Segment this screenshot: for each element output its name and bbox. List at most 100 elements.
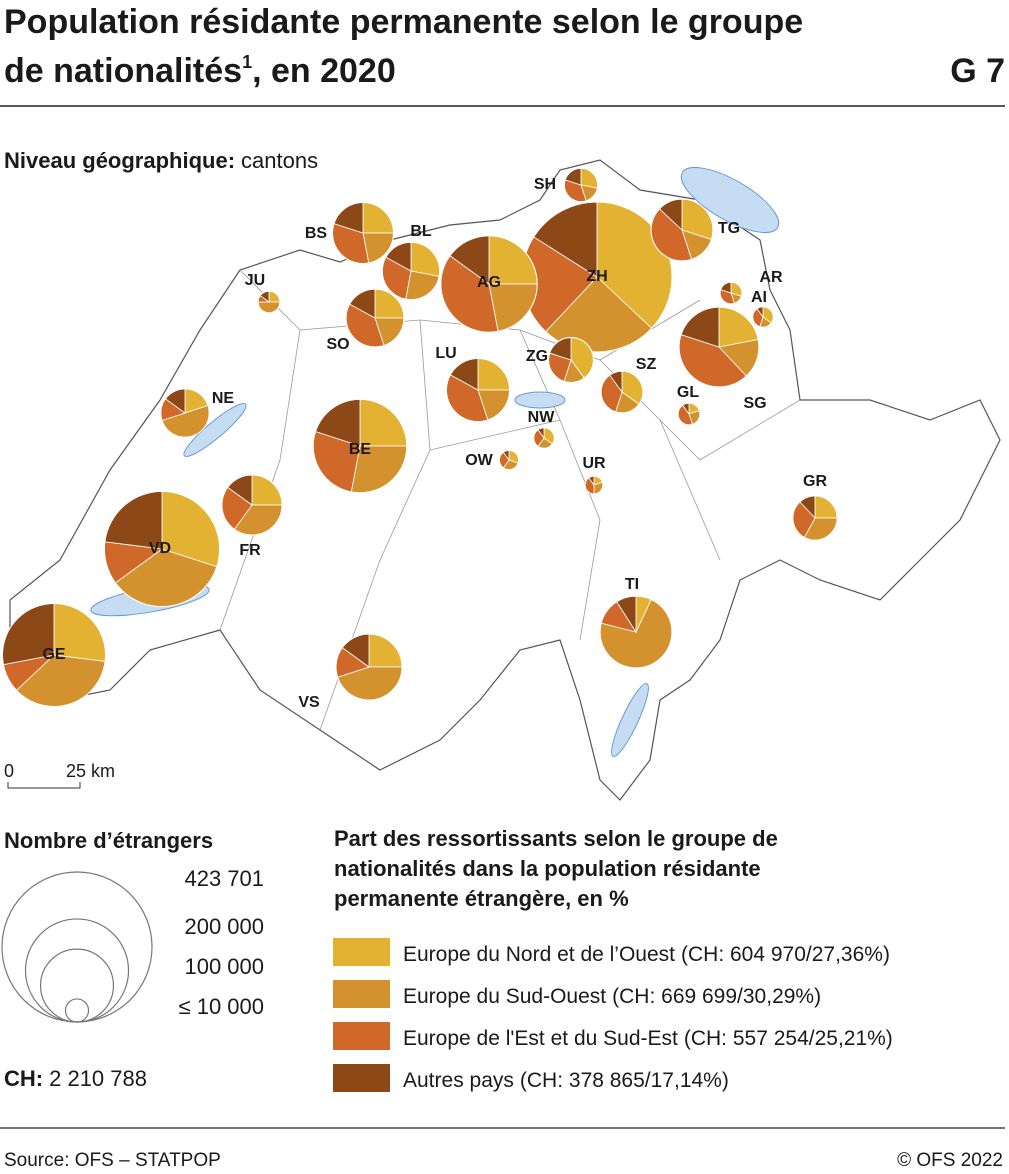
canton-label: VD (149, 540, 171, 557)
pie-size (498, 449, 520, 471)
size-circle (24, 918, 130, 1023)
pies: ZH GE VD BE AG SG BS BL LU TI TG SO VS FR NE ZG SZ GR SH JU… (1, 167, 838, 711)
scale-end: 25 km (66, 761, 115, 781)
size-circle (64, 998, 90, 1023)
size-label: ≤ 10 000 (179, 994, 264, 1019)
pie-size (335, 633, 403, 701)
canton-label: SO (326, 336, 349, 353)
legend-total: (CH: 378 865/17,14%) (520, 1069, 729, 1092)
canton-label: TI (625, 576, 639, 593)
canton-pie: ZH (521, 201, 673, 353)
canton-pie: VD (103, 490, 221, 608)
canton-pie: GE (1, 602, 107, 708)
copyright: © OFS 2022 (897, 1150, 1003, 1171)
share-legend-title: nationalités dans la population résidant… (334, 856, 761, 881)
share-legend-title: permanente étrangère, en % (334, 886, 629, 911)
legend-total: (CH: 557 254/25,21%) (684, 1027, 893, 1050)
canton-pie: JU (245, 272, 281, 314)
canton-label: GR (803, 473, 827, 490)
canton-label: OW (465, 452, 493, 469)
title-text: de nationalités (4, 52, 242, 90)
pie-size (548, 337, 594, 383)
legend-entry: Europe de l'Est et du Sud-Est (CH: 557 25… (403, 1027, 893, 1050)
legend-swatch (333, 1064, 390, 1092)
canton-pie: AG (440, 235, 538, 333)
canton-pie: VS (298, 633, 403, 711)
canton-pie: UR (582, 455, 606, 495)
canton-label: SG (743, 395, 766, 412)
pie-size (678, 306, 760, 388)
canton-pie: SH (534, 167, 599, 203)
level-value: cantons (241, 148, 318, 173)
pie-size (600, 370, 644, 414)
size-legend: 423 701 200 000 100 000 ≤ 10 000 (1, 866, 264, 1023)
canton-label: SH (534, 176, 556, 193)
canton-pie: AI (751, 289, 774, 328)
canton-pie: TI (599, 576, 673, 669)
canton-pie: SZ (600, 356, 656, 414)
legend-entry: Europe du Sud-Ouest (CH: 669 699/30,29%) (403, 985, 821, 1008)
size-label: 100 000 (184, 954, 264, 979)
size-label: 423 701 (184, 866, 264, 891)
canton-pie: ZG (526, 337, 594, 383)
canton-label: BE (349, 441, 372, 458)
share-legend-title: Part des ressortissants selon le groupe … (334, 826, 778, 851)
size-legend-title: Nombre d’étrangers (4, 828, 213, 853)
pie-size (160, 388, 210, 438)
share-legend: Part des ressortissants selon le groupe … (333, 826, 893, 1092)
legend-name: Europe de l'Est et du Sud-Est (403, 1027, 678, 1050)
canton-label: NW (528, 409, 556, 426)
canton-pie: BL (381, 223, 441, 301)
pie-size (650, 198, 714, 262)
canton-label: GL (677, 384, 699, 401)
figure-code: G 7 (950, 52, 1005, 90)
pie-size (719, 281, 743, 305)
source: Source: OFS – STATPOP (4, 1150, 221, 1171)
canton-label: TG (718, 220, 740, 237)
canton-label: ZH (586, 268, 607, 285)
canton-label: AG (477, 274, 501, 291)
pie-size (445, 357, 511, 423)
canton-label: UR (582, 455, 606, 472)
canton-label: NE (212, 390, 235, 407)
canton-pie: SO (326, 288, 405, 353)
legend-entry: Autres pays (CH: 378 865/17,14%) (403, 1069, 729, 1092)
canton-label: AR (759, 269, 783, 286)
canton-label: BL (410, 223, 432, 240)
canton-pie: OW (465, 449, 520, 471)
legend-entry: Europe du Nord et de l’Ouest (CH: 604 970… (403, 943, 890, 966)
level: Niveau géographique: cantons (4, 148, 318, 173)
canton-pie: GR (792, 473, 838, 541)
scale-start: 0 (4, 761, 14, 781)
canton-label: FR (239, 542, 261, 559)
canton-pie: FR (221, 474, 283, 559)
canton-pie: AR (719, 269, 783, 305)
base-map (9, 159, 1001, 801)
title-end: , en 2020 (252, 52, 396, 90)
ch-total: CH: 2 210 788 (4, 1066, 147, 1091)
canton-pie: NE (160, 388, 235, 438)
lake (183, 403, 247, 457)
pie-size (345, 288, 405, 348)
canton-pie: TG (650, 198, 740, 262)
lake (611, 683, 649, 757)
country-outline (9, 159, 1001, 801)
canton-label: GE (42, 646, 65, 663)
lake (514, 391, 566, 409)
canton-pie: NW (528, 409, 556, 449)
canton-label: JU (245, 272, 265, 289)
total-label: CH: (4, 1066, 43, 1091)
scale-line (7, 782, 81, 789)
pie-size (440, 235, 538, 333)
footnote-mark: 1 (242, 52, 252, 72)
pie-size (381, 241, 441, 301)
canton-pie: GL (677, 384, 701, 426)
pie-size (677, 402, 701, 426)
canton-pie: BS (305, 202, 394, 264)
canton-label: ZG (526, 348, 548, 365)
scale-bar (7, 782, 81, 789)
canton-label: LU (435, 345, 456, 362)
canton-label: AI (751, 289, 767, 306)
canton-pie: BE (312, 398, 408, 494)
